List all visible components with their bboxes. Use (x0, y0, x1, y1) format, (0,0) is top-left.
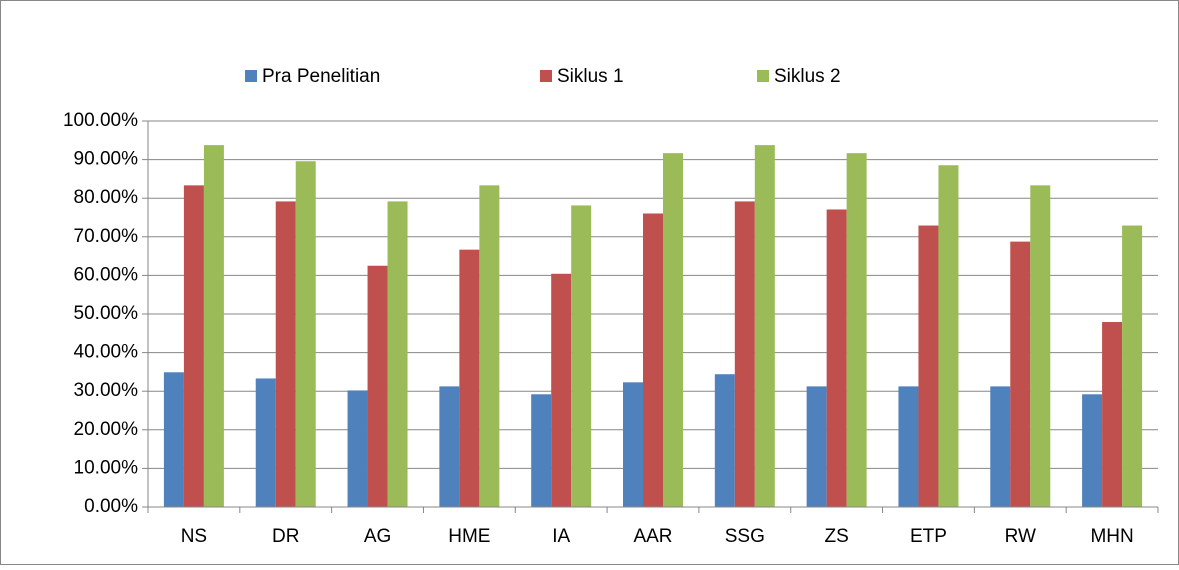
legend-swatch (245, 70, 257, 82)
bar (990, 386, 1011, 507)
bar (571, 205, 592, 507)
x-tick-label: RW (1005, 526, 1036, 547)
bar (203, 145, 224, 507)
y-tick-label: 30.00% (74, 380, 139, 401)
bar (183, 185, 204, 508)
bar (1102, 322, 1123, 507)
legend-label: Siklus 1 (557, 66, 624, 87)
y-tick-label: 100.00% (63, 110, 138, 131)
bar (898, 386, 919, 507)
y-tick-label: 20.00% (74, 419, 139, 440)
y-tick-label: 50.00% (74, 303, 139, 324)
x-tick-label: MHN (1090, 526, 1133, 547)
y-tick-label: 60.00% (74, 264, 139, 285)
y-tick-label: 90.00% (74, 149, 139, 170)
bar (826, 209, 847, 508)
x-tick-label: SSG (725, 526, 765, 547)
bar (1010, 241, 1031, 507)
legend-swatch (540, 70, 552, 82)
y-tick-label: 40.00% (74, 342, 139, 363)
bar (806, 386, 827, 507)
y-tick-label: 10.00% (74, 457, 139, 478)
x-tick-label: DR (272, 526, 299, 547)
bar (255, 378, 276, 507)
x-tick-label: NS (181, 526, 207, 547)
bar (459, 249, 480, 507)
bar (918, 225, 939, 507)
bar (479, 185, 500, 508)
bar (163, 372, 184, 507)
legend-label: Pra Penelitian (262, 66, 380, 87)
x-tick-label: HME (448, 526, 490, 547)
bar (623, 382, 643, 507)
bar (663, 153, 683, 507)
x-tick-label: ETP (910, 526, 947, 547)
x-tick-label: AAR (633, 526, 672, 547)
legend-swatch (757, 70, 769, 82)
bar (643, 213, 663, 507)
bar (551, 273, 572, 507)
bar (295, 161, 316, 508)
bar (531, 394, 552, 507)
bar (754, 145, 775, 507)
bar (275, 201, 296, 507)
bar (734, 201, 755, 507)
bar (1082, 394, 1103, 507)
x-tick-label: AG (364, 526, 391, 547)
bar (1030, 185, 1051, 508)
bar (387, 201, 408, 507)
bar (367, 265, 388, 507)
y-tick-label: 70.00% (74, 226, 139, 247)
bar (938, 165, 959, 507)
bar (439, 386, 460, 507)
bar (1122, 225, 1143, 507)
bar (347, 390, 368, 507)
x-tick-label: IA (552, 526, 570, 547)
y-tick-label: 0.00% (84, 496, 138, 517)
y-tick-label: 80.00% (74, 187, 139, 208)
bar (714, 374, 735, 507)
bar (846, 153, 867, 507)
legend-label: Siklus 2 (774, 66, 841, 87)
x-tick-label: ZS (824, 526, 848, 547)
